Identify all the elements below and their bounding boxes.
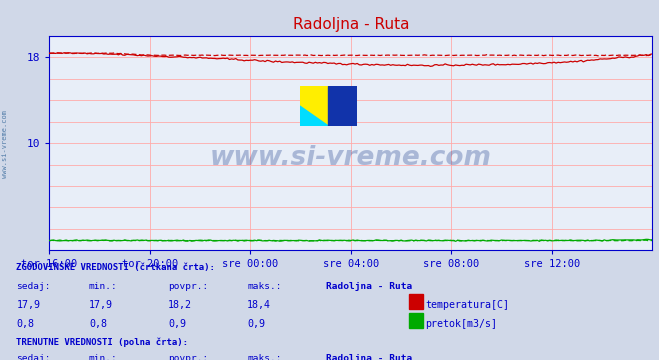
Text: povpr.:: povpr.: [168,282,208,291]
Text: Radoljna - Ruta: Radoljna - Ruta [326,282,413,291]
Text: 17,9: 17,9 [16,301,40,310]
Text: 17,9: 17,9 [89,301,113,310]
Text: TRENUTNE VREDNOSTI (polna črta):: TRENUTNE VREDNOSTI (polna črta): [16,337,188,347]
Text: 0,8: 0,8 [89,319,107,329]
Text: povpr.:: povpr.: [168,354,208,360]
Text: temperatura[C]: temperatura[C] [425,301,509,310]
Polygon shape [300,86,328,126]
Polygon shape [300,106,328,126]
Text: min.:: min.: [89,354,118,360]
Text: 0,9: 0,9 [168,319,186,329]
Text: sedaj:: sedaj: [16,354,51,360]
Title: Radoljna - Ruta: Radoljna - Ruta [293,17,409,32]
Text: sedaj:: sedaj: [16,282,51,291]
Text: maks.:: maks.: [247,354,281,360]
Text: 0,8: 0,8 [16,319,34,329]
Text: www.si-vreme.com: www.si-vreme.com [210,145,492,171]
Bar [409,313,423,328]
Text: 18,2: 18,2 [168,301,192,310]
Bar [328,86,357,126]
Polygon shape [300,86,328,106]
Bar [409,294,423,309]
Text: pretok[m3/s]: pretok[m3/s] [425,319,497,329]
Text: min.:: min.: [89,282,118,291]
Text: 18,4: 18,4 [247,301,271,310]
Polygon shape [300,106,328,126]
Text: Radoljna - Ruta: Radoljna - Ruta [326,354,413,360]
Text: ZGODOVINSKE VREDNOSTI (črtkana črta):: ZGODOVINSKE VREDNOSTI (črtkana črta): [16,263,215,272]
Text: maks.:: maks.: [247,282,281,291]
Text: 0,9: 0,9 [247,319,265,329]
Text: www.si-vreme.com: www.si-vreme.com [2,110,9,178]
